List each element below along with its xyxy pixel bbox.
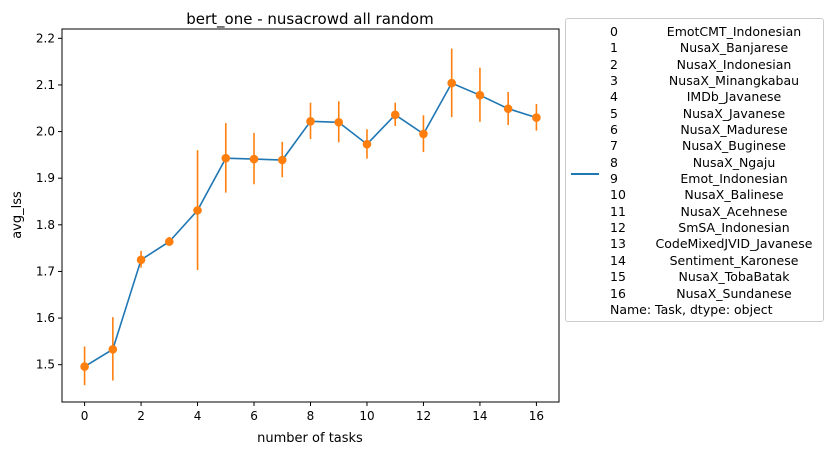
legend: 0 EmotCMT_Indonesian 1 NusaX_Banjarese 2 Nusa… [565,18,824,322]
legend-row: 3 NusaX_Minangkabau [610,73,822,89]
tick-layer: 0 2 4 6 8 10 12 14 16 1.5 1.6 1.7 1.8 1.9 2.0 2.1 2.2 [36,31,544,423]
y-axis-label: avg_lss [10,191,25,239]
data-point [475,90,485,100]
legend-row: 2 NusaX_Indonesian [610,57,822,73]
y-tick-label: 2.0 [36,125,55,139]
x-axis-label: number of tasks [257,431,363,446]
y-tick-label: 1.7 [36,264,55,278]
legend-row: 15 NusaX_TobaBatak [610,269,822,285]
legend-row-name: NusaX_Ngaju [692,154,776,170]
legend-row-index: 11 [610,203,626,219]
legend-row-index: 16 [610,285,626,301]
legend-row-index: 8 [610,154,618,170]
data-point [108,345,118,354]
legend-row-index: 15 [610,269,626,285]
legend-row-name: NusaX_Madurese [680,122,788,138]
legend-row-index: 10 [610,187,626,203]
x-tick-label: 6 [250,409,258,423]
y-tick-label: 1.6 [36,311,55,325]
legend-row-index: 2 [610,56,618,72]
legend-row: 10 NusaX_Balinese [610,187,822,203]
legend-row: 8 NusaX_Ngaju [610,155,822,171]
legend-row: 4 IMDb_Javanese [610,89,822,105]
legend-row-index: 9 [610,171,618,187]
legend-row-name: EmotCMT_Indonesian [666,24,802,39]
y-tick-label: 1.9 [36,171,55,185]
data-point [136,255,146,265]
legend-row-name: SmSA_Indonesian [678,220,790,236]
legend-row: 11 NusaX_Acehnese [610,204,822,220]
y-tick-label: 2.2 [36,31,55,45]
legend-row-name: NusaX_TobaBatak [678,269,790,285]
data-point [249,154,259,164]
legend-row-index: 14 [610,252,626,268]
legend-row: 12 SmSA_Indonesian [610,220,822,236]
data-point [532,113,541,122]
x-tick-label: 0 [81,409,89,423]
data-point [503,104,513,114]
legend-row: 16 NusaX_Sundanese [610,286,822,302]
legend-text-block: 0 EmotCMT_Indonesian 1 NusaX_Banjarese 2 Nusa… [610,24,822,318]
data-point [165,237,174,246]
legend-row-name: NusaX_Indonesian [676,56,792,72]
legend-row-index: 13 [610,236,626,252]
legend-row-index: 12 [610,220,626,236]
legend-row-index: 0 [610,24,618,39]
legend-row-index: 1 [610,40,618,56]
x-tick-label: 2 [137,409,145,423]
x-tick-label: 14 [472,409,487,423]
legend-row-index: 7 [610,138,618,154]
legend-row: 9 Emot_Indonesian [610,171,822,187]
y-tick-label: 1.5 [36,358,55,372]
legend-footer: Name: Task, dtype: object [610,301,773,317]
legend-row-index: 4 [610,89,618,105]
data-point [277,155,287,165]
plot-frame [61,28,560,403]
data-point [306,117,315,126]
legend-row: 1 NusaX_Banjarese [610,40,822,56]
legend-row: 5 NusaX_Javanese [610,106,822,122]
y-tick-label: 1.8 [36,218,55,232]
legend-row-index: 5 [610,105,618,121]
legend-line-swatch [571,173,599,175]
legend-row: 14 Sentiment_Karonese [610,253,822,269]
legend-row-name: NusaX_Acehnese [680,203,788,219]
series-layer [80,48,541,386]
data-point [419,129,428,139]
legend-row: 7 NusaX_Buginese [610,138,822,154]
data-point [390,110,400,120]
x-tick-label: 4 [194,409,202,423]
data-point [80,362,89,371]
chart-title: bert_one - nusacrowd all random [186,10,433,29]
legend-row-name: NusaX_Javanese [682,105,786,121]
legend-row-name: NusaX_Sundanese [676,285,792,301]
x-tick-label: 12 [416,409,431,423]
data-point [221,153,231,163]
legend-row-name: CodeMixedJVID_Javanese [655,236,813,252]
x-tick-label: 10 [359,409,374,423]
data-point [193,206,202,215]
legend-row: 6 NusaX_Madurese [610,122,822,138]
legend-row: 0 EmotCMT_Indonesian [610,24,822,40]
legend-row-name: IMDb_Javanese [686,89,782,105]
legend-row-index: 3 [610,73,618,89]
legend-row-name: Emot_Indonesian [680,171,788,187]
x-tick-label: 8 [307,409,315,423]
legend-row-name: NusaX_Minangkabau [668,73,800,89]
y-tick-label: 2.1 [36,78,55,92]
legend-row-index: 6 [610,122,618,138]
legend-row-name: NusaX_Banjarese [679,40,789,56]
data-point [447,78,456,88]
legend-row-name: NusaX_Buginese [682,138,786,154]
data-point [334,117,344,127]
x-tick-label: 16 [529,409,544,423]
legend-row-name: NusaX_Balinese [684,187,784,203]
data-point [362,139,372,149]
legend-row-name: Sentiment_Karonese [669,252,799,268]
legend-row: 13 CodeMixedJVID_Javanese [610,236,822,252]
